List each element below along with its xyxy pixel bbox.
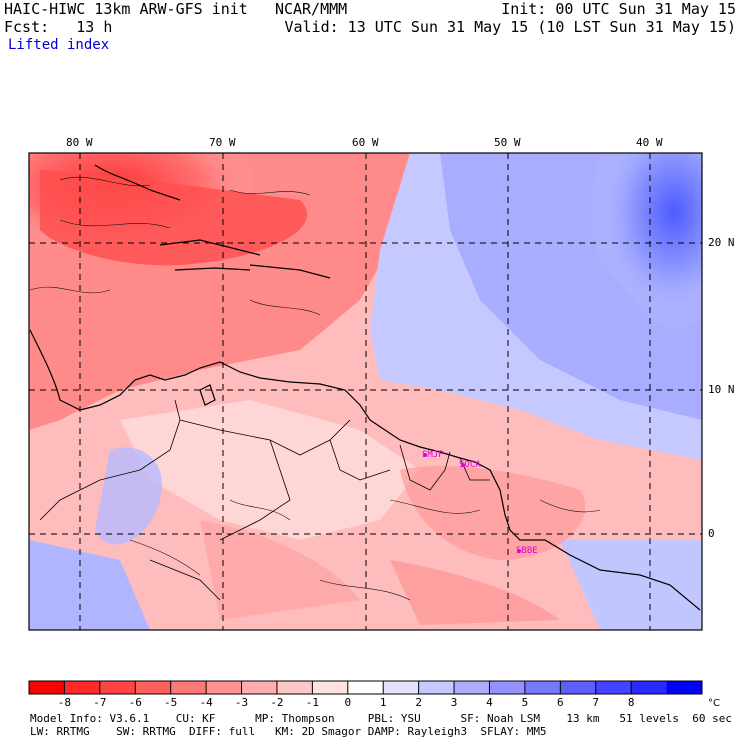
lon-label-70w: 70 W [209, 136, 236, 149]
colorbar-tick-label: 8 [628, 696, 635, 709]
lat-label-20n: 20 N [708, 236, 735, 249]
colorbar-tick-label: 5 [522, 696, 529, 709]
colorbar-tick-label: 6 [557, 696, 564, 709]
fcst-label: Fcst: [4, 18, 50, 36]
colorbar-tick-label: 3 [451, 696, 458, 709]
colorbar-tick-label: -5 [164, 696, 177, 709]
colorbar-tick-label: -1 [306, 696, 319, 709]
colorbar-swatch [595, 681, 632, 694]
coastlines [29, 164, 701, 611]
station-markers [423, 453, 521, 553]
colorbar-tick-label: -7 [93, 696, 106, 709]
colorbar-swatch [206, 681, 243, 694]
model-info-line2: LW: RRTMG SW: RRTMG DIFF: full KM: 2D Sm… [30, 725, 547, 738]
colorbar-tick-label: 1 [380, 696, 387, 709]
colorbar-tick-label: -4 [199, 696, 213, 709]
colorbar-swatch [347, 681, 384, 694]
map-frame [28, 152, 703, 631]
colorbar-tick-label: -8 [58, 696, 71, 709]
colorbar-tick-label: 2 [415, 696, 422, 709]
lon-label-40w: 40 W [636, 136, 663, 149]
station-dot-sbbe [517, 549, 521, 553]
colorbar-swatch [666, 681, 703, 694]
li-contours [29, 176, 601, 601]
graticule [29, 153, 702, 630]
colorbar-tick-label: 7 [592, 696, 599, 709]
colorbar-swatch [64, 681, 101, 694]
colorbar-swatch [170, 681, 207, 694]
colorbar-swatch [29, 681, 65, 694]
colorbar-swatch [135, 681, 172, 694]
station-label-soca: SOCA [459, 460, 481, 470]
center-name: NCAR/MMM [274, 0, 348, 18]
colorbar-tick-label: 4 [486, 696, 493, 709]
lat-label-0: 0 [708, 527, 715, 540]
colorbar-unit: °C [708, 698, 720, 709]
lat-label-10n: 10 N [708, 383, 735, 396]
forecast-hour: Fcst: 13 h [4, 18, 112, 36]
lon-label-80w: 80 W [66, 136, 93, 149]
colorbar-swatch [276, 681, 313, 694]
borders [39, 399, 490, 601]
colorbar-tick-label: -6 [129, 696, 142, 709]
colorbar-swatch [489, 681, 526, 694]
colorbar-tick-label: -2 [270, 696, 283, 709]
colorbar-swatch [99, 681, 136, 694]
colorbar-swatch [312, 681, 349, 694]
colorbar-swatch [418, 681, 455, 694]
colorbar-swatch [631, 681, 668, 694]
colorbar-swatch [241, 681, 278, 694]
station-dot-soca [461, 463, 465, 467]
model-info-line1: Model Info: V3.6.1 CU: KF MP: Thompson P… [30, 712, 732, 725]
colorbar-swatch [524, 681, 561, 694]
model-title-text: HAIC-HIWC 13km ARW-GFS init [4, 0, 248, 18]
colorbar-tick-label: 0 [344, 696, 351, 709]
station-dot-smjp [423, 453, 427, 457]
colorbar-swatch [560, 681, 597, 694]
model-title: HAIC-HIWC 13km ARW-GFS init NCAR/MMM [4, 0, 347, 18]
lon-label-50w: 50 W [494, 136, 521, 149]
colorbar: -8 -7 -6 -5 -4 -3 -2 -1 0 1 2 3 4 5 6 7 8 °C [28, 680, 720, 709]
valid-time: Valid: 13 UTC Sun 31 May 15 (10 LST Sun … [284, 18, 736, 36]
lon-label-60w: 60 W [352, 136, 379, 149]
colorbar-swatch [383, 681, 420, 694]
colorbar-frame [28, 680, 703, 695]
station-label-smjp: SMJP [422, 450, 444, 460]
colorbar-tick-label: -3 [235, 696, 248, 709]
init-time: Init: 00 UTC Sun 31 May 15 [501, 0, 736, 18]
colorbar-swatch [454, 681, 490, 694]
field-name: Lifted index [8, 37, 110, 53]
station-label-sbbe: SBBE [516, 546, 538, 556]
fcst-value: 13 h [76, 18, 113, 36]
